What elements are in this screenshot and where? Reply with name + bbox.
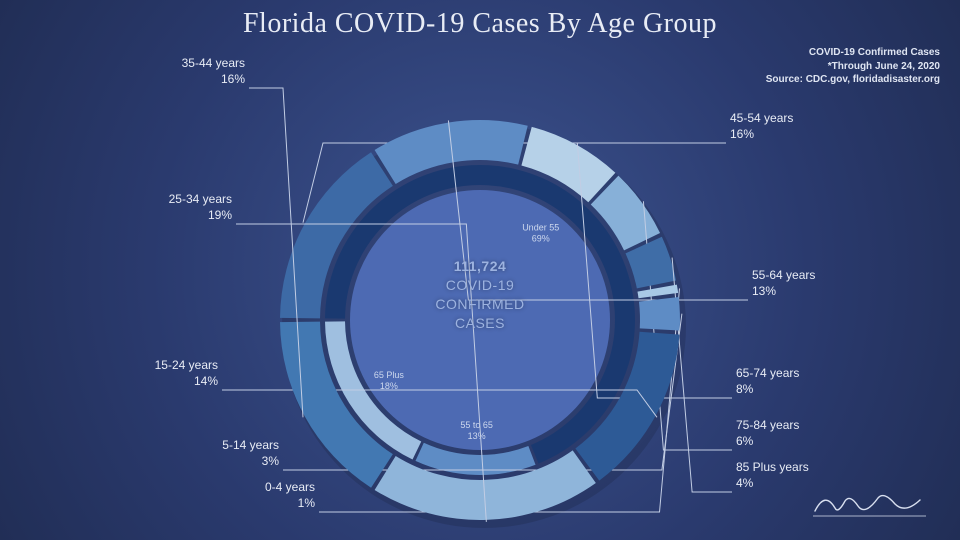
slice-age-label: 85 Plus years — [736, 459, 809, 475]
outer-slice-label: 65-74 years8% — [736, 365, 799, 397]
slice-age-label: 75-84 years — [736, 417, 799, 433]
slice-pct-label: 16% — [182, 71, 245, 87]
outer-slice — [639, 297, 680, 330]
inner-slice-pct: 18% — [380, 381, 398, 391]
slice-pct-label: 1% — [265, 495, 315, 511]
inner-slice-label: 65 Plus — [374, 370, 405, 380]
slice-pct-label: 4% — [736, 475, 809, 491]
slice-age-label: 65-74 years — [736, 365, 799, 381]
outer-slice-label: 5-14 years3% — [222, 437, 279, 469]
inner-slice-pct: 13% — [468, 431, 486, 441]
slice-age-label: 5-14 years — [222, 437, 279, 453]
slice-age-label: 25-34 years — [169, 191, 232, 207]
slice-pct-label: 13% — [752, 283, 815, 299]
outer-slice-label: 45-54 years16% — [730, 110, 793, 142]
center-line: CONFIRMED — [410, 295, 550, 314]
slice-age-label: 0-4 years — [265, 479, 315, 495]
outer-slice-label: 0-4 years1% — [265, 479, 315, 511]
slice-pct-label: 6% — [736, 433, 799, 449]
center-value: 111,724 — [410, 257, 550, 276]
outer-slice-label: 85 Plus years4% — [736, 459, 809, 491]
donut-chart: Under 5569%55 to 6513%65 Plus18% 111,724… — [0, 25, 960, 540]
slice-pct-label: 19% — [169, 207, 232, 223]
inner-slice-label: Under 55 — [522, 223, 559, 233]
center-line: CASES — [410, 314, 550, 333]
outer-slice-label: 25-34 years19% — [169, 191, 232, 223]
outer-slice-label: 75-84 years6% — [736, 417, 799, 449]
outer-slice-label: 15-24 years14% — [155, 357, 218, 389]
slice-age-label: 45-54 years — [730, 110, 793, 126]
center-summary: 111,724 COVID-19 CONFIRMED CASES — [410, 257, 550, 333]
inner-slice-pct: 69% — [532, 234, 550, 244]
slice-pct-label: 16% — [730, 126, 793, 142]
slice-pct-label: 14% — [155, 373, 218, 389]
slice-pct-label: 8% — [736, 381, 799, 397]
slice-age-label: 15-24 years — [155, 357, 218, 373]
slice-age-label: 35-44 years — [182, 55, 245, 71]
center-line: COVID-19 — [410, 276, 550, 295]
slice-pct-label: 3% — [222, 453, 279, 469]
signature — [810, 486, 930, 522]
outer-slice-label: 55-64 years13% — [752, 267, 815, 299]
inner-slice-label: 55 to 65 — [460, 420, 493, 430]
slice-age-label: 55-64 years — [752, 267, 815, 283]
outer-slice-label: 35-44 years16% — [182, 55, 245, 87]
